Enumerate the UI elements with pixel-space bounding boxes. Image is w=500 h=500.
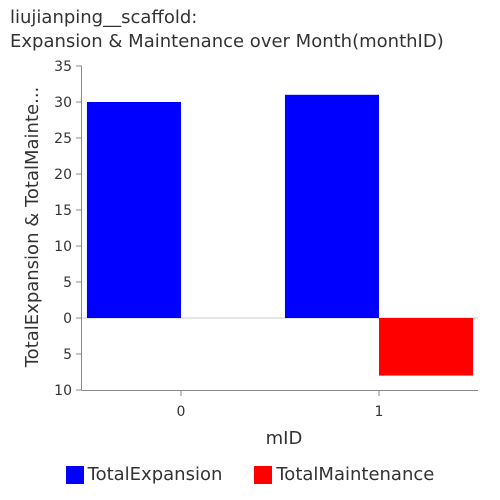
- y-tick-label: 35: [54, 59, 72, 75]
- y-axis-label: TotalExpansion & TotalMainte...: [22, 87, 43, 369]
- y-tick-label: 0: [63, 311, 72, 327]
- legend-swatch: [65, 465, 84, 484]
- legend-item-totalexpansion[interactable]: TotalExpansion: [65, 464, 223, 485]
- bar-totalmaintenance-1: [379, 318, 474, 376]
- bar-totalexpansion-0: [86, 102, 181, 318]
- y-tick-label: 10: [54, 239, 72, 255]
- legend-label: TotalMaintenance: [276, 464, 435, 485]
- bar-totalexpansion-1: [284, 94, 379, 318]
- y-tick-label: 5: [63, 347, 72, 363]
- chart-title: liujianping__scaffold: Expansion & Maint…: [10, 6, 495, 54]
- legend-swatch: [254, 465, 273, 484]
- y-tick-label: 10: [54, 383, 72, 399]
- y-tick-label: 15: [54, 203, 72, 219]
- chart-title-line1: liujianping__scaffold:: [10, 7, 198, 28]
- chart-title-line2: Expansion & Maintenance over Month(month…: [10, 31, 444, 52]
- y-tick-label: 5: [63, 275, 72, 291]
- chart-legend: TotalExpansion TotalMaintenance: [0, 464, 500, 485]
- y-tick-label: 30: [54, 95, 72, 111]
- chart-bars: [86, 94, 474, 376]
- x-tick-label: 0: [177, 404, 186, 420]
- x-axis-label: mID: [266, 428, 303, 449]
- y-tick-label: 20: [54, 167, 72, 183]
- legend-label: TotalExpansion: [87, 464, 223, 485]
- y-tick-label: 25: [54, 131, 72, 147]
- x-tick-label: 1: [375, 404, 384, 420]
- legend-item-totalmaintenance[interactable]: TotalMaintenance: [254, 464, 434, 485]
